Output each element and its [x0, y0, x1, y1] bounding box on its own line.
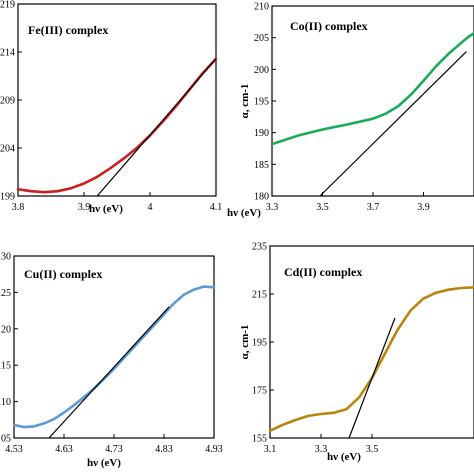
- panel-2-ytick-label: 185: [254, 160, 269, 171]
- panel-2-title: Co(II) complex: [290, 19, 368, 33]
- panel-1-xtick-label: 4.1: [210, 202, 223, 213]
- panel-1-xtick-label: 3.9: [78, 202, 91, 213]
- panel-4-ytick-label: 195: [252, 338, 267, 349]
- panel-2-xtick-label: 3.9: [417, 202, 430, 213]
- panel-2-frame: [271, 5, 474, 197]
- panel-2-xtick-label: 3.5: [316, 202, 329, 213]
- panel-4-ytick-label: 175: [252, 386, 267, 397]
- panel-3-frame: [13, 255, 215, 439]
- panel-1-tangent-line: [96, 58, 217, 197]
- panel-4-series-line: [268, 286, 474, 433]
- panel-4-ytick-label: 235: [252, 242, 267, 253]
- panel-2-xtick-label: 3.3: [266, 202, 279, 213]
- panel-2-ytick-label: 205: [254, 33, 269, 44]
- panel-4-tangent-line: [348, 317, 396, 439]
- panel-4-xtick-label: 3.1: [264, 444, 277, 455]
- panel-4-ytick-label: 215: [252, 290, 267, 301]
- panel-4-title: Cd(II) complex: [284, 265, 362, 279]
- panel-2-ytick-label: 190: [254, 128, 269, 139]
- panel-3-xtick-label: 4.83: [155, 444, 173, 455]
- panel-3-xlabel: hν (eV): [87, 457, 121, 469]
- panel-1-ytick-label: 214: [0, 48, 15, 59]
- panel-1-series-line: [16, 57, 218, 194]
- panel-1-ytick-label: 209: [0, 96, 15, 107]
- panel-1-xlabel: hν (eV): [89, 203, 123, 215]
- panel-2-ylabel: α, cm-1: [239, 84, 251, 119]
- panel-3-ytick-label: 125: [0, 288, 11, 299]
- panel-3-ytick-label: 115: [0, 361, 11, 372]
- panel-1-title: Fe(III) complex: [28, 23, 108, 37]
- panel-3-xtick-label: 4.63: [55, 444, 73, 455]
- panel-3-ytick-label: 120: [0, 324, 11, 335]
- panel-3-xtick-label: 4.93: [205, 444, 223, 455]
- panel-3-series-line: [12, 285, 216, 429]
- panel-2-series-line: [270, 31, 474, 146]
- panel-3-tangent-line: [48, 306, 170, 439]
- panel-4-xtick-label: 3.5: [366, 444, 379, 455]
- panel-1-ytick-label: 219: [0, 0, 15, 11]
- panel-4-xlabel: hν (eV): [327, 451, 361, 463]
- panel-2-ytick-label: 195: [254, 97, 269, 108]
- panel-1-ytick-label: 199: [0, 192, 15, 203]
- panel-2-ytick-label: 210: [254, 2, 269, 13]
- panel-2-xlabel: hν (eV): [227, 207, 261, 219]
- panel-4-ylabel: α, cm-1: [239, 325, 251, 360]
- panel-3-ytick-label: 110: [0, 397, 11, 408]
- panel-1-xtick-label: 4: [148, 202, 153, 213]
- panel-3-ytick-label: 105: [0, 434, 11, 445]
- panel-2-ytick-label: 180: [254, 192, 269, 203]
- panel-2-ytick-label: 200: [254, 65, 269, 76]
- panel-2-tangent-line: [319, 51, 467, 197]
- panel-3-xtick-label: 4.53: [5, 444, 23, 455]
- panel-1-ytick-label: 204: [0, 144, 15, 155]
- panel-4-ytick-label: 155: [252, 434, 267, 445]
- panel-3-xtick-label: 4.73: [105, 444, 123, 455]
- panel-3-title: Cu(II) complex: [24, 267, 102, 281]
- panel-4-xtick-label: 3.3: [315, 444, 328, 455]
- panel-1-xtick-label: 3.8: [12, 202, 25, 213]
- panel-3-ytick-label: 130: [0, 252, 11, 263]
- panel-2-xtick-label: 3.7: [367, 202, 380, 213]
